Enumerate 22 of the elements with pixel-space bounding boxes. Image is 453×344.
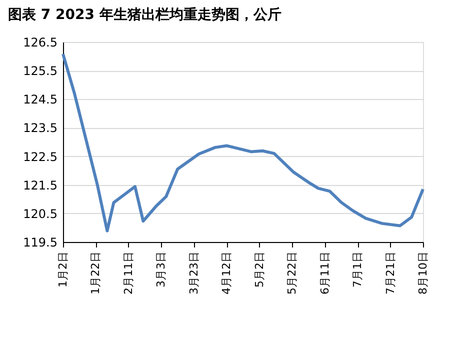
y-tick-label: 122.5 xyxy=(23,150,58,164)
x-tick-label: 8月10日 xyxy=(416,252,430,294)
x-tick-label: 1月2日 xyxy=(56,252,70,288)
chart-title: 图表 7 2023 年生猪出栏均重走势图，公斤 xyxy=(8,6,282,23)
x-tick-label: 6月11日 xyxy=(318,252,332,294)
x-tick-label: 7月21日 xyxy=(384,252,397,294)
y-tick-label: 126.5 xyxy=(23,36,58,50)
x-tick-label: 3月3日 xyxy=(154,252,168,288)
x-tick-label: 4月12日 xyxy=(220,252,234,294)
x-tick-label: 2月11日 xyxy=(122,252,135,294)
x-tick-label: 5月2日 xyxy=(252,252,266,288)
x-tick-label: 1月22日 xyxy=(89,252,102,294)
y-tick-label: 124.5 xyxy=(23,92,58,107)
x-tick-label: 5月22日 xyxy=(286,252,299,294)
line-series xyxy=(62,52,424,232)
y-tick-label: 121.5 xyxy=(23,178,58,192)
y-tick-label: 125.5 xyxy=(23,64,58,78)
x-tick-label: 3月23日 xyxy=(187,252,200,294)
y-tick-label: 120.5 xyxy=(23,206,58,221)
y-tick-label: 123.5 xyxy=(23,121,58,136)
y-tick-label: 119.5 xyxy=(23,236,58,250)
x-tick-label: 7月1日 xyxy=(351,252,364,288)
